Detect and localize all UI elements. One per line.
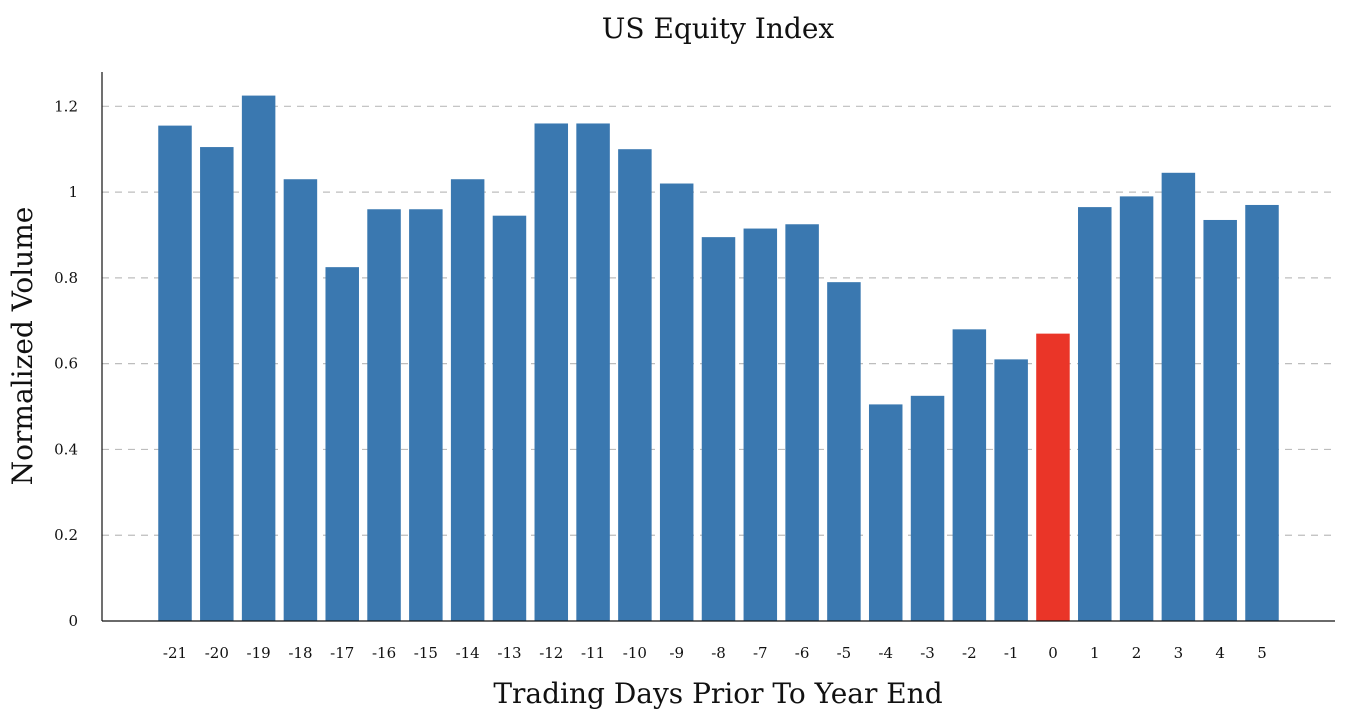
bar	[367, 209, 401, 621]
x-tick-label: -3	[920, 644, 935, 662]
bar	[450, 179, 485, 622]
bar	[1161, 172, 1196, 622]
bar	[659, 183, 694, 621]
x-tick-label: -12	[539, 644, 563, 662]
bars	[158, 95, 1279, 622]
x-tick-label: -18	[288, 644, 312, 662]
x-tick-labels: -21 -20 -19 -18 -17 -16 -15 -14 -13 -12 -11 -10 -9 -8…	[163, 644, 1267, 662]
bar	[241, 95, 276, 622]
x-tick-label: -9	[669, 644, 684, 662]
bar	[618, 149, 652, 621]
x-tick-label: -4	[878, 644, 893, 662]
x-tick-label: -14	[456, 644, 480, 662]
bar	[576, 123, 610, 621]
y-tick-labels: 0 0.2 0.4 0.6 0.8 1 1.2	[54, 97, 78, 630]
x-tick-label: -10	[623, 644, 647, 662]
x-tick-label: 4	[1215, 644, 1225, 662]
y-tick-label: 1.2	[54, 97, 78, 115]
bar	[1203, 219, 1237, 621]
bar	[409, 209, 443, 621]
x-tick-label: -19	[247, 644, 271, 662]
x-tick-label: -11	[581, 644, 605, 662]
x-tick-label: -6	[795, 644, 810, 662]
bar	[868, 404, 903, 621]
x-tick-label: -7	[753, 644, 768, 662]
x-tick-label: -15	[414, 644, 438, 662]
y-tick-label: 0.4	[54, 440, 78, 458]
y-tick-label: 0.6	[54, 355, 78, 373]
x-tick-label: -13	[497, 644, 521, 662]
y-tick-label: 1	[68, 183, 78, 201]
y-tick-label: 0	[68, 612, 78, 630]
x-tick-label: -16	[372, 644, 396, 662]
y-tick-label: 0.2	[54, 526, 78, 544]
bar	[200, 147, 234, 621]
bar	[827, 282, 861, 621]
bar	[994, 359, 1028, 621]
bar	[701, 237, 736, 621]
bar	[158, 125, 192, 622]
y-tick-label: 0.8	[54, 269, 78, 287]
x-tick-label: 2	[1132, 644, 1142, 662]
x-tick-label: -8	[711, 644, 726, 662]
bar	[910, 395, 945, 621]
bar	[534, 123, 569, 621]
bar	[1245, 204, 1279, 621]
x-tick-label: 0	[1048, 644, 1058, 662]
x-axis-label: Trading Days Prior To Year End	[493, 677, 942, 710]
bar-highlight	[1036, 333, 1070, 621]
x-tick-label: -17	[330, 644, 354, 662]
x-tick-label: 3	[1174, 644, 1184, 662]
x-tick-label: -1	[1004, 644, 1019, 662]
bar	[1119, 196, 1154, 621]
x-tick-label: -5	[837, 644, 852, 662]
bar	[492, 215, 527, 621]
bar	[1078, 207, 1112, 622]
bar	[325, 267, 359, 621]
bar	[743, 228, 778, 622]
chart-title: US Equity Index	[602, 12, 835, 45]
x-tick-label: 1	[1090, 644, 1100, 662]
bar	[785, 224, 819, 621]
x-tick-label: -2	[962, 644, 977, 662]
bar	[952, 329, 987, 621]
axes	[101, 72, 1335, 622]
x-tick-label: -20	[205, 644, 229, 662]
bar	[283, 179, 318, 622]
x-tick-label: -21	[163, 644, 187, 662]
x-tick-label: 5	[1257, 644, 1267, 662]
y-axis-label: Normalized Volume	[6, 207, 39, 486]
